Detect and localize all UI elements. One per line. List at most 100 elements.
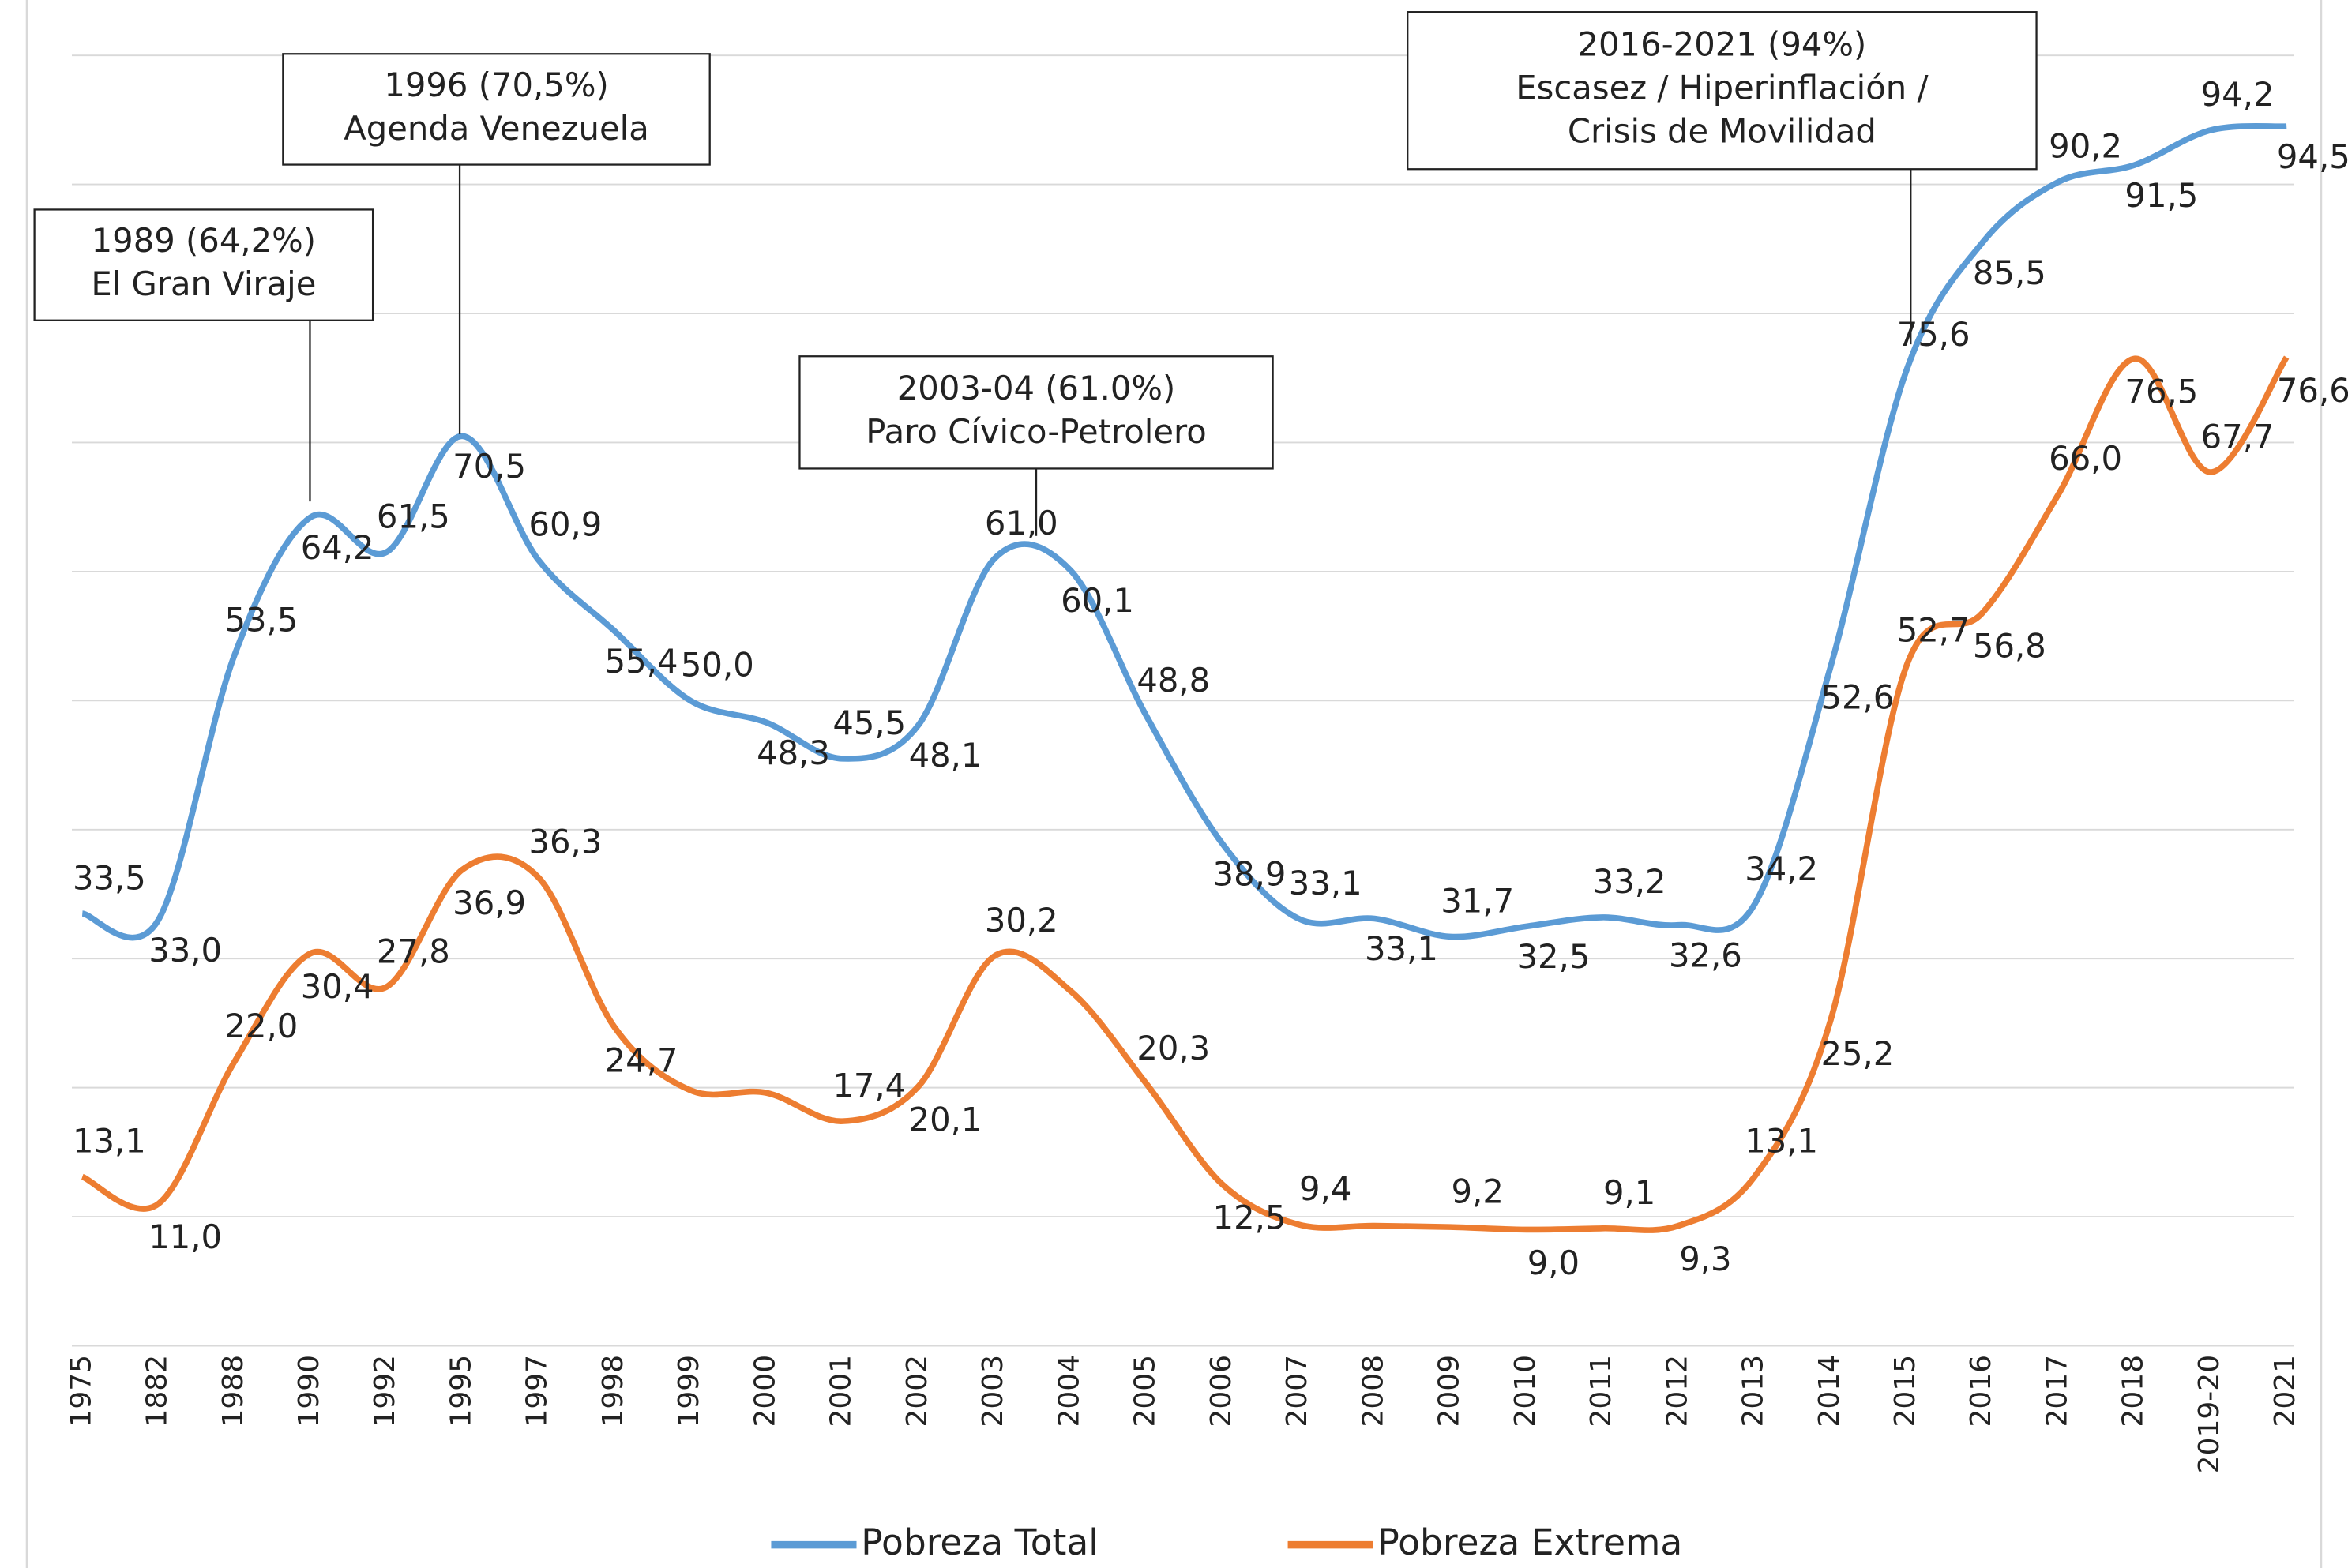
data-label: 13,1 xyxy=(1745,1122,1818,1161)
x-tick-label: 1998 xyxy=(597,1355,629,1427)
data-label: 9,4 xyxy=(1299,1169,1351,1208)
annotation-text: Agenda Venezuela xyxy=(344,109,649,148)
data-label: 91,5 xyxy=(2124,176,2198,215)
x-tick-label: 2017 xyxy=(2041,1355,2073,1427)
x-tick-label: 2005 xyxy=(1129,1355,1162,1427)
x-tick-label: 2009 xyxy=(1433,1355,1466,1427)
data-label: 24,7 xyxy=(605,1041,678,1079)
data-label: 33,1 xyxy=(1365,929,1438,968)
x-tick-label: 1990 xyxy=(293,1355,325,1427)
data-label: 52,6 xyxy=(1820,678,1894,717)
data-label: 64,2 xyxy=(301,528,374,567)
x-tick-label: 2014 xyxy=(1813,1355,1846,1427)
x-tick-label: 2012 xyxy=(1661,1355,1693,1427)
data-label: 13,1 xyxy=(73,1122,146,1161)
legend-label: Pobreza Extrema xyxy=(1377,1521,1682,1563)
annotation-box xyxy=(282,53,711,166)
data-label: 66,0 xyxy=(2049,439,2122,478)
data-label: 20,1 xyxy=(909,1101,982,1139)
data-label: 30,2 xyxy=(985,901,1058,940)
x-tick-label: 2019-20 xyxy=(2193,1355,2226,1473)
series-line xyxy=(81,355,2290,1233)
data-label: 36,3 xyxy=(528,823,602,861)
data-label: 60,1 xyxy=(1061,581,1134,620)
x-tick-label: 2018 xyxy=(2117,1355,2150,1427)
x-tick-label: 2021 xyxy=(2269,1355,2301,1427)
x-tick-label: 2001 xyxy=(825,1355,858,1427)
annotation-box xyxy=(798,355,1274,470)
x-tick-label: 2003 xyxy=(977,1355,1009,1427)
x-tick-label: 2011 xyxy=(1585,1355,1617,1427)
data-label: 67,7 xyxy=(2201,417,2275,456)
data-label: 9,1 xyxy=(1603,1173,1655,1212)
x-tick-label: 2015 xyxy=(1889,1355,1922,1427)
data-label: 94,2 xyxy=(2201,75,2275,114)
annotation-text: Crisis de Movilidad xyxy=(1568,112,1877,151)
frame xyxy=(25,0,2323,1568)
plot: 1975 1882 1988 1990 1992 1995 1997 1998 1999 2000… xyxy=(25,0,2348,1568)
data-label: 22,0 xyxy=(224,1007,298,1045)
x-tick-label: 1988 xyxy=(217,1355,250,1427)
data-label: 50,0 xyxy=(681,646,754,685)
data-label: 12,5 xyxy=(1213,1199,1287,1237)
data-label: 61,5 xyxy=(377,497,450,536)
annotation-text: Paro Cívico-Petrolero xyxy=(866,412,1206,451)
data-label: 94,5 xyxy=(2277,137,2348,176)
data-label: 75,6 xyxy=(1897,315,1970,354)
data-label: 60,9 xyxy=(528,505,602,543)
data-label: 38,9 xyxy=(1213,854,1287,893)
x-tick-label: 2013 xyxy=(1738,1355,1770,1427)
annotation-text: 1996 (70,5%) xyxy=(384,66,608,104)
data-label: 11,0 xyxy=(148,1217,222,1256)
x-tick-label: 1999 xyxy=(673,1355,705,1427)
data-label: 52,7 xyxy=(1897,610,1970,649)
data-label: 48,8 xyxy=(1136,661,1210,700)
data-label: 48,3 xyxy=(757,733,830,772)
data-label: 85,5 xyxy=(1973,253,2046,292)
data-label: 33,1 xyxy=(1289,864,1362,902)
x-tick-label: 2010 xyxy=(1509,1355,1542,1427)
data-label: 53,5 xyxy=(224,600,298,639)
data-label: 30,4 xyxy=(301,967,374,1006)
annotation-box xyxy=(1407,11,2038,171)
data-label: 25,2 xyxy=(1820,1034,1894,1073)
x-tick-label: 1975 xyxy=(65,1355,97,1427)
data-label: 61,0 xyxy=(985,504,1058,542)
data-label: 55,4 xyxy=(605,642,678,681)
legend-label: Pobreza Total xyxy=(861,1521,1099,1563)
annotation-text: 2003-04 (61.0%) xyxy=(897,369,1176,407)
x-tick-label: 1992 xyxy=(369,1355,401,1427)
x-tick-label: 2016 xyxy=(1965,1355,1997,1427)
data-label: 17,4 xyxy=(832,1066,906,1105)
data-label: 56,8 xyxy=(1973,627,2046,666)
annotation-box xyxy=(33,208,374,321)
data-label: 9,0 xyxy=(1527,1244,1580,1282)
x-tick-label: 2002 xyxy=(901,1355,934,1427)
data-label: 27,8 xyxy=(377,932,450,970)
x-tick-label: 1997 xyxy=(521,1355,554,1427)
data-label: 70,5 xyxy=(453,447,526,486)
data-label: 34,2 xyxy=(1745,850,1818,888)
annotation-text: El Gran Viraje xyxy=(91,264,316,303)
series-line xyxy=(81,122,2287,941)
data-label: 90,2 xyxy=(2049,127,2122,166)
x-tick-label: 1995 xyxy=(445,1355,477,1427)
x-tick-label: 2004 xyxy=(1053,1355,1085,1427)
annotation-text: Escasez / Hiperinflación / xyxy=(1516,69,1929,107)
data-label: 32,6 xyxy=(1669,936,1742,974)
annotation-text: 2016-2021 (94%) xyxy=(1577,25,1866,64)
x-tick-label: 1882 xyxy=(141,1355,174,1427)
data-label: 45,5 xyxy=(832,703,906,742)
data-label: 32,5 xyxy=(1517,937,1591,976)
data-label: 31,7 xyxy=(1441,882,1514,921)
x-tick-label: 2000 xyxy=(749,1355,781,1427)
annotation-text: 1989 (64,2%) xyxy=(92,221,316,260)
x-tick-label: 2006 xyxy=(1205,1355,1238,1427)
x-tick-label: 2008 xyxy=(1357,1355,1389,1427)
data-label: 33,5 xyxy=(73,858,146,897)
x-tick-label: 2007 xyxy=(1281,1355,1313,1427)
data-label: 76,6 xyxy=(2277,371,2348,410)
data-label: 33,0 xyxy=(148,931,222,970)
data-label: 33,2 xyxy=(1593,862,1666,901)
